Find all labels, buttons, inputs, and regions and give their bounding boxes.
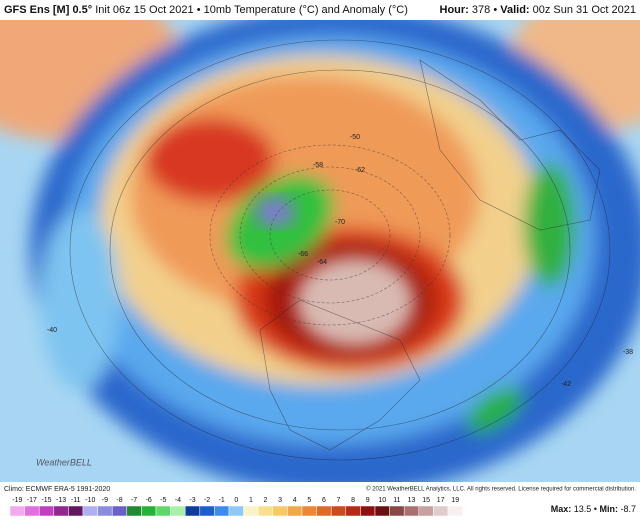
colorbar-segment xyxy=(243,505,259,517)
colorbar-label: -4 xyxy=(175,497,181,504)
colorbar-label: 3 xyxy=(278,497,282,504)
colorbar-segment xyxy=(24,505,40,517)
separator: • xyxy=(197,4,201,16)
colorbar-segment xyxy=(360,505,376,517)
header-valid: Hour: 378 • Valid: 00z Sun 31 Oct 2021 xyxy=(440,4,637,16)
contour-label: -40 xyxy=(47,327,57,334)
colorbar-label: 9 xyxy=(366,497,370,504)
map xyxy=(0,20,640,482)
contour-labels: -50 -62 -58 -70 -66 -64 -38 -42 -40 xyxy=(47,134,633,388)
colorbar-label: 0 xyxy=(234,497,238,504)
colorbar-segment xyxy=(447,505,463,517)
max-min: Max: 13.5 • Min: -8.7 xyxy=(551,504,636,514)
colorbar-label: 8 xyxy=(351,497,355,504)
colorbar-segment xyxy=(330,505,347,517)
hour-label: Hour: xyxy=(440,4,469,16)
contour-label: -42 xyxy=(561,381,571,388)
colorbar-label: -10 xyxy=(85,497,95,504)
contour-label: -50 xyxy=(350,134,360,141)
colorbar-segment xyxy=(374,505,390,517)
colorbar-label: -15 xyxy=(41,497,51,504)
contour-label: -66 xyxy=(298,251,308,258)
colorbar-label: -13 xyxy=(56,497,66,504)
colorbar-label: 13 xyxy=(408,497,416,504)
colorbar-segment xyxy=(97,505,113,517)
model: GFS Ens [M] 0.5° xyxy=(4,4,92,16)
colorbar-segment xyxy=(433,505,449,517)
max-label: Max: xyxy=(551,504,572,514)
colorbar-label: -1 xyxy=(219,497,225,504)
min: -8.7 xyxy=(620,504,636,514)
colorbar-label: 15 xyxy=(422,497,430,504)
colorbar-label: 5 xyxy=(307,497,311,504)
colorbar-label: -7 xyxy=(131,497,137,504)
colorbar-label: 17 xyxy=(437,497,445,504)
colorbar-segment xyxy=(53,505,69,517)
hour: 378 xyxy=(472,4,490,16)
colorbar-label: -19 xyxy=(12,497,22,504)
max: 13.5 xyxy=(574,504,592,514)
init: Init 06z 15 Oct 2021 xyxy=(95,4,193,16)
colorbar-segment xyxy=(199,505,215,517)
colorbar-segment xyxy=(141,505,157,517)
colorbar-segment xyxy=(272,505,288,517)
colorbar-segment xyxy=(155,505,171,517)
colorbar-label: 6 xyxy=(322,497,326,504)
contour-label: -70 xyxy=(335,219,345,226)
colorbar-label: 1 xyxy=(249,497,253,504)
colorbar-label: -2 xyxy=(204,497,210,504)
colorbar-label: -5 xyxy=(160,497,166,504)
contour-label: -38 xyxy=(623,349,633,356)
colorbar-label: -6 xyxy=(146,497,152,504)
colorbar-segment xyxy=(82,505,98,517)
contour-label: -58 xyxy=(313,162,323,169)
colorbar-segment xyxy=(111,505,128,517)
colorbar-segment xyxy=(316,505,332,517)
footer-bar xyxy=(0,482,640,526)
colorbar-segment xyxy=(68,505,84,517)
colorbar-label: -9 xyxy=(102,497,108,504)
colorbar-label: 7 xyxy=(337,497,341,504)
colorbar-segment xyxy=(184,505,201,517)
colorbar-label: 19 xyxy=(451,497,459,504)
colorbar-segment xyxy=(170,505,186,517)
min-label: Min: xyxy=(599,504,618,514)
colorbar-label: 10 xyxy=(378,497,386,504)
separator: • xyxy=(594,504,597,514)
logo: WeatherBELL xyxy=(36,457,92,467)
header-title: GFS Ens [M] 0.5° Init 06z 15 Oct 2021 • … xyxy=(4,4,408,16)
colorbar-label: 4 xyxy=(293,497,297,504)
colorbar-segment xyxy=(403,505,420,517)
colorbar-segment xyxy=(38,505,55,517)
colorbar-segment xyxy=(9,505,25,517)
colorbar-label: -17 xyxy=(27,497,37,504)
colorbar-segment xyxy=(214,505,230,517)
colorbar: -19 -17 -15 -13 -11 -10 -9 -8 -7 -6 -5 -4 -3 -2 -1 0 1 2 3… xyxy=(9,497,463,517)
colorbar-segment xyxy=(418,505,434,517)
valid-label: Valid: xyxy=(500,4,529,16)
colorbar-segment xyxy=(287,505,303,517)
colorbar-segment xyxy=(228,505,244,517)
valid: 00z Sun 31 Oct 2021 xyxy=(533,4,636,16)
contour-label: -62 xyxy=(355,167,365,174)
colorbar-label: -3 xyxy=(189,497,195,504)
header-bar xyxy=(0,0,640,20)
colorbar-segment xyxy=(389,505,405,517)
colorbar-label: 11 xyxy=(393,497,400,504)
colorbar-segment xyxy=(126,505,142,517)
climo: Climo: ECMWF ERA-5 1991-2020 xyxy=(4,486,110,493)
contour-label: -64 xyxy=(317,259,327,266)
colorbar-label: 2 xyxy=(264,497,268,504)
colorbar-label: -8 xyxy=(116,497,122,504)
colorbar-label: -11 xyxy=(71,497,81,504)
copyright: © 2021 WeatherBELL Analytics, LLC. All r… xyxy=(366,486,636,493)
colorbar-segment xyxy=(301,505,317,517)
separator: • xyxy=(493,4,497,16)
field: 10mb Temperature (°C) and Anomaly (°C) xyxy=(204,4,408,16)
colorbar-segment xyxy=(345,505,361,517)
colorbar-segment xyxy=(257,505,274,517)
